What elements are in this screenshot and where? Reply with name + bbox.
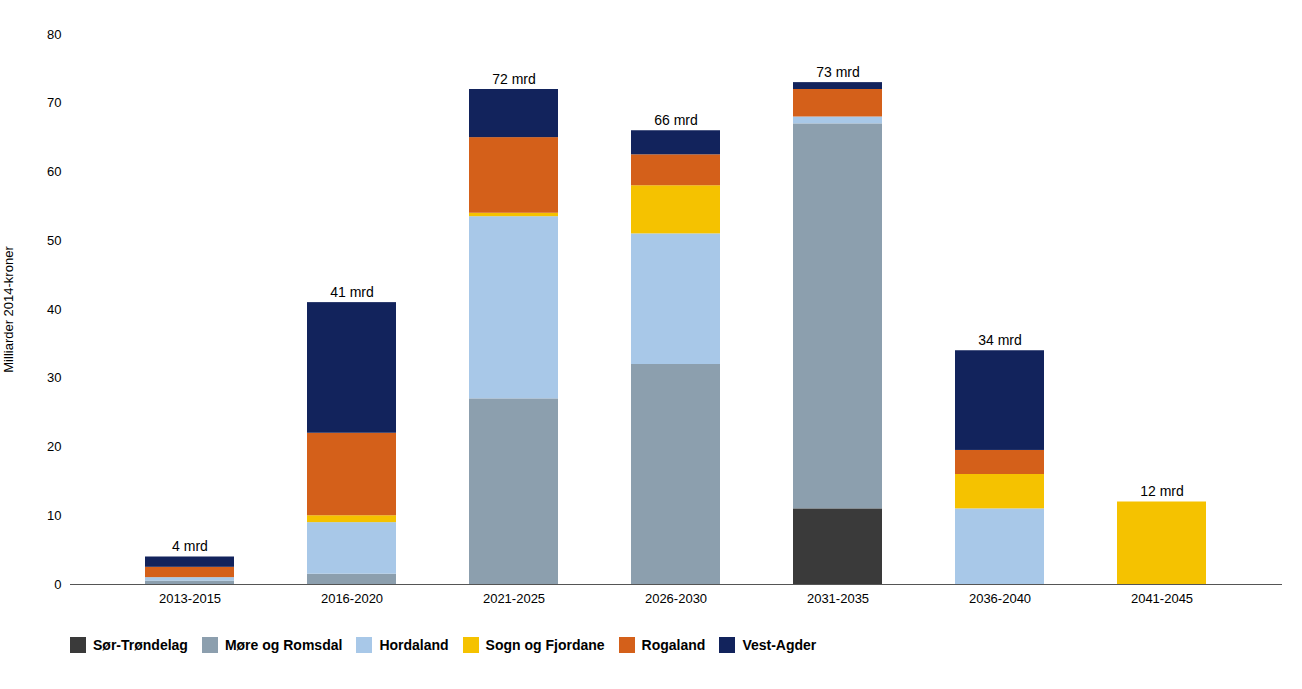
svg-text:4 mrd: 4 mrd (172, 538, 208, 554)
svg-text:2026-2030: 2026-2030 (645, 591, 707, 606)
html-text:Sogn og Fjordane: Sogn og Fjordane (485, 636, 605, 653)
svg-text:12 mrd: 12 mrd (1140, 483, 1184, 499)
svg-text:2041-2045: 2041-2045 (1131, 591, 1193, 606)
svg-text:50: 50 (47, 233, 61, 248)
svg-text:2016-2020: 2016-2020 (321, 591, 383, 606)
html-text:Sør-Trøndelag: Sør-Trøndelag (93, 636, 188, 653)
svg-text:72 mrd: 72 mrd (492, 71, 536, 87)
svg-text:66 mrd: 66 mrd (654, 112, 698, 128)
svg-text:2031-2035: 2031-2035 (807, 591, 869, 606)
svg-text:2036-2040: 2036-2040 (969, 591, 1031, 606)
svg-text:80: 80 (47, 27, 61, 42)
svg-text:2013-2015: 2013-2015 (159, 591, 221, 606)
svg-text:10: 10 (47, 508, 61, 523)
svg-text:41 mrd: 41 mrd (330, 284, 374, 300)
html-text:Rogaland: Rogaland (641, 636, 706, 653)
html-text:Vest-Agder: Vest-Agder (742, 636, 817, 653)
svg-text:70: 70 (47, 95, 61, 110)
svg-text:60: 60 (47, 164, 61, 179)
svg-text:2021-2025: 2021-2025 (483, 591, 545, 606)
svg-text:34 mrd: 34 mrd (978, 332, 1022, 348)
svg-text:20: 20 (47, 439, 61, 454)
html-text:Hordaland: Hordaland (379, 636, 449, 653)
svg-text:73 mrd: 73 mrd (816, 64, 860, 80)
svg-text:Milliarder 2014-kroner: Milliarder 2014-kroner (1, 246, 16, 373)
svg-text:30: 30 (47, 370, 61, 385)
svg-text:0: 0 (54, 577, 61, 592)
svg-text:40: 40 (47, 302, 61, 317)
html-text:Møre og Romsdal: Møre og Romsdal (224, 636, 343, 653)
